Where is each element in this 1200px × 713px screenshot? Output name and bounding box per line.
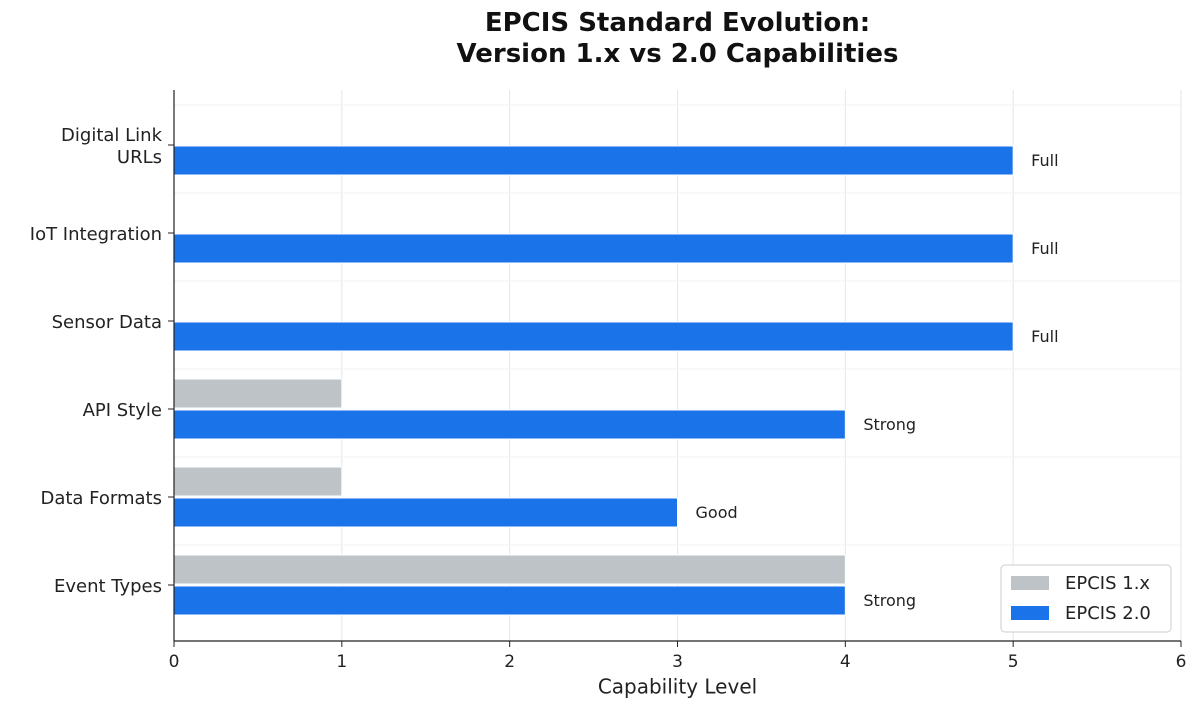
legend-label: EPCIS 1.x — [1065, 573, 1150, 594]
bar — [173, 321, 1014, 352]
bar — [173, 554, 846, 585]
bar — [173, 497, 678, 528]
value-label: Strong — [863, 591, 916, 610]
bar — [173, 233, 1014, 264]
x-tick-label: 5 — [1008, 652, 1019, 672]
y-tick-label: IoT Integration — [29, 224, 162, 245]
value-label: Good — [696, 503, 738, 522]
value-label: Full — [1031, 151, 1058, 170]
legend-swatch — [1011, 576, 1049, 590]
y-tick-label: Digital Link URLs — [61, 125, 162, 168]
x-tick-label: 6 — [1176, 652, 1187, 672]
y-tick-label: Data Formats — [40, 488, 162, 509]
bar — [173, 585, 846, 616]
legend-label: EPCIS 2.0 — [1065, 603, 1151, 624]
x-tick-label: 3 — [672, 652, 683, 672]
value-label: Full — [1031, 239, 1058, 258]
x-axis-label: Capability Level — [598, 675, 757, 699]
value-label: Strong — [863, 415, 916, 434]
value-label: Full — [1031, 327, 1058, 346]
x-tick-label: 2 — [504, 652, 515, 672]
x-tick-label: 0 — [169, 652, 180, 672]
bar — [173, 145, 1014, 176]
bar — [173, 378, 343, 409]
y-tick-label: Event Types — [53, 576, 162, 597]
y-tick-label: API Style — [82, 400, 162, 421]
x-tick-label: 1 — [336, 652, 347, 672]
x-tick-label: 4 — [840, 652, 851, 672]
chart-title: EPCIS Standard Evolution: Version 1.x vs… — [456, 8, 899, 69]
legend-swatch — [1011, 606, 1049, 620]
bar — [173, 409, 846, 440]
bar — [173, 466, 343, 497]
y-tick-label: Sensor Data — [51, 312, 162, 333]
